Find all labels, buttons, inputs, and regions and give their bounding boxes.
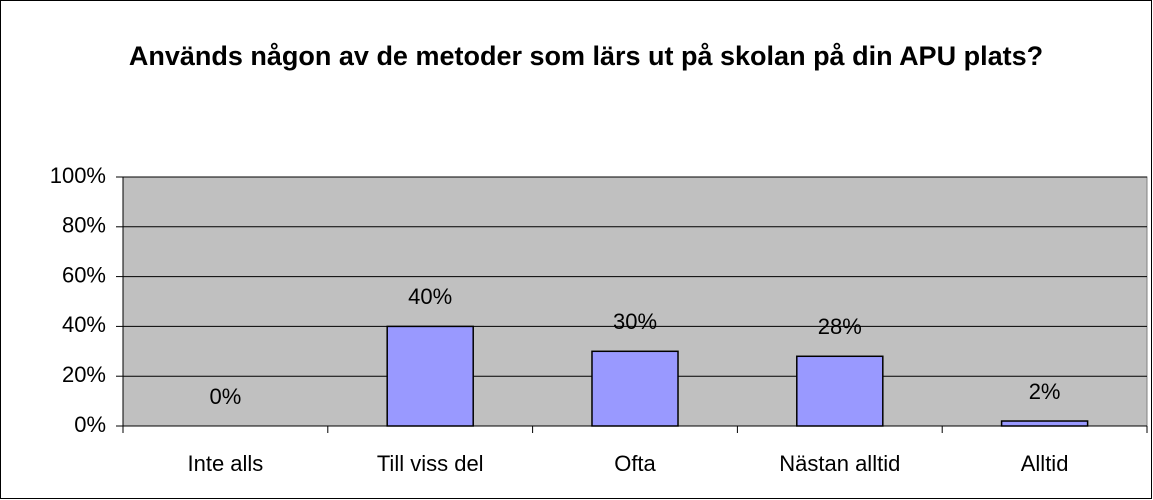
chart-title: Används någon av de metoder som lärs ut …: [128, 41, 1044, 71]
y-tick-label: 20%: [62, 362, 106, 387]
data-label: 40%: [408, 284, 452, 309]
y-tick-label: 100%: [50, 163, 106, 188]
x-tick-label: Inte alls: [187, 451, 263, 476]
x-tick-label: Ofta: [614, 451, 656, 476]
y-tick-label: 40%: [62, 312, 106, 337]
bar: [1000, 420, 1089, 427]
x-tick-label: Alltid: [1021, 451, 1069, 476]
y-tick-label: 0%: [74, 412, 106, 437]
x-tick-label: Nästan alltid: [779, 451, 900, 476]
x-tick-label: Till viss del: [377, 451, 484, 476]
y-tick-label: 60%: [62, 262, 106, 287]
bar: [796, 355, 884, 427]
data-label: 28%: [818, 314, 862, 339]
bar: [386, 325, 474, 427]
bar: [591, 350, 679, 427]
data-label: 0%: [210, 384, 242, 409]
data-label: 2%: [1029, 379, 1061, 404]
y-tick-label: 80%: [62, 213, 106, 238]
data-label: 30%: [613, 309, 657, 334]
